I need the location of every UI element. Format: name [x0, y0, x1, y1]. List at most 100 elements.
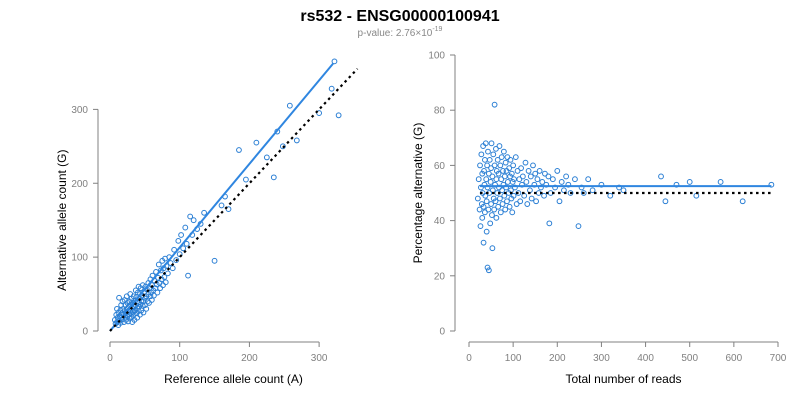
data-point — [531, 181, 538, 188]
data-point — [483, 176, 490, 183]
x-tick-label: 300 — [593, 353, 610, 364]
data-point — [481, 156, 488, 163]
data-point — [176, 251, 183, 258]
data-point — [489, 212, 495, 218]
data-point — [524, 201, 531, 207]
data-point — [148, 297, 155, 303]
data-point — [768, 181, 775, 188]
x-tick-label: 100 — [505, 353, 522, 364]
y-tick-label: 100 — [428, 51, 445, 62]
data-point — [504, 179, 511, 185]
data-point — [507, 156, 514, 163]
data-point — [485, 170, 492, 177]
data-point — [487, 220, 494, 227]
data-point — [211, 257, 218, 264]
data-point — [530, 162, 536, 169]
data-point — [598, 181, 605, 188]
data-point — [484, 162, 490, 169]
data-point — [518, 165, 524, 172]
data-point — [293, 137, 300, 144]
data-point — [497, 209, 504, 216]
x-tick-label: 200 — [241, 353, 258, 364]
x-axis-label: Reference allele count (A) — [164, 372, 303, 386]
y-tick-label: 20 — [434, 271, 446, 282]
data-point — [493, 176, 500, 183]
data-point — [483, 198, 490, 205]
data-point — [477, 223, 484, 230]
data-point — [499, 187, 506, 194]
data-point — [620, 187, 627, 194]
data-point — [503, 184, 509, 191]
data-point — [585, 176, 592, 183]
data-point — [157, 285, 164, 292]
data-point — [494, 156, 501, 163]
data-point — [495, 170, 502, 177]
y-tick-label: 60 — [434, 161, 446, 172]
data-point — [539, 179, 546, 185]
data-point — [125, 318, 132, 325]
data-point — [178, 232, 185, 238]
data-point — [580, 190, 587, 196]
x-tick-label: 600 — [726, 353, 743, 364]
data-point — [180, 245, 187, 252]
data-point — [673, 181, 680, 188]
data-point — [331, 58, 338, 65]
data-point — [499, 201, 506, 207]
data-point — [534, 176, 541, 183]
data-point — [662, 198, 669, 205]
data-point — [527, 173, 534, 180]
data-point — [616, 184, 622, 191]
x-tick-label: 0 — [107, 353, 113, 364]
data-point — [484, 264, 491, 271]
y-tick-label: 100 — [71, 253, 88, 264]
data-point — [565, 181, 572, 188]
x-axis-label: Total number of reads — [565, 372, 681, 386]
data-point — [523, 179, 530, 185]
data-point — [512, 154, 519, 161]
data-point — [489, 245, 496, 252]
data-point — [480, 239, 487, 246]
data-point — [552, 184, 558, 191]
data-point — [253, 139, 260, 146]
data-point — [270, 174, 277, 181]
data-point — [506, 203, 513, 210]
x-tick-label: 700 — [770, 353, 787, 364]
data-point — [185, 272, 191, 279]
data-point — [739, 198, 746, 205]
data-point — [140, 309, 147, 316]
chart-title: rs532 - ENSG00000100941 — [300, 8, 499, 25]
data-point — [510, 192, 517, 199]
y-tick-label: 0 — [82, 327, 88, 338]
panel-2: 0 100 200 300 400 500 600 700 0 20 40 60 80 100 Total … — [411, 51, 787, 387]
data-point — [578, 184, 585, 191]
data-point — [658, 173, 664, 180]
x-tick-label: 200 — [549, 353, 566, 364]
data-point — [483, 228, 490, 235]
data-point — [492, 198, 499, 205]
data-point — [140, 298, 147, 305]
data-point — [492, 181, 498, 188]
data-point — [528, 195, 535, 202]
x-tick-label: 500 — [681, 353, 698, 364]
data-point — [517, 198, 524, 205]
data-point — [286, 102, 293, 109]
data-point — [482, 140, 489, 147]
data-point — [563, 173, 570, 180]
data-point — [525, 168, 532, 174]
data-point — [167, 260, 174, 266]
data-point — [543, 181, 550, 188]
data-point — [532, 170, 539, 177]
data-point — [328, 85, 335, 92]
data-point — [481, 209, 488, 216]
reference-line — [109, 68, 359, 332]
x-tick-label: 400 — [637, 353, 654, 364]
data-point — [514, 168, 521, 174]
data-point — [263, 154, 270, 161]
data-point — [218, 202, 225, 209]
data-point — [175, 237, 182, 244]
data-point — [561, 187, 567, 194]
data-point — [488, 140, 495, 147]
data-point — [504, 154, 511, 161]
data-point — [500, 168, 506, 174]
